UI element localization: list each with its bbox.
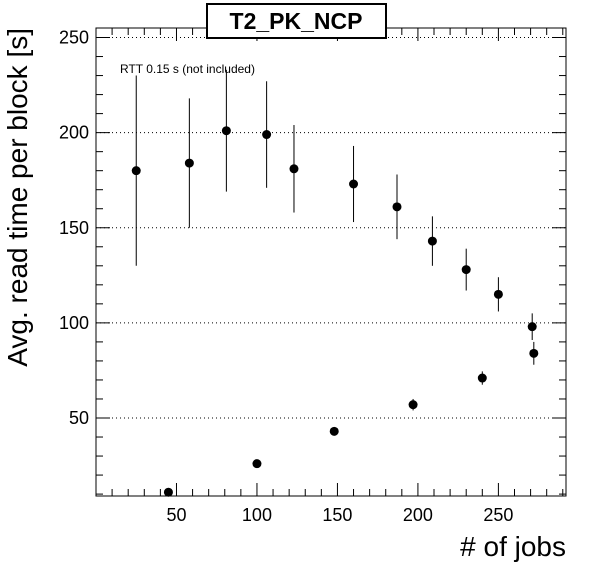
data-point <box>262 81 272 188</box>
data-point <box>493 277 503 312</box>
y-tick-label: 200 <box>59 123 89 143</box>
point-marker <box>427 236 437 246</box>
point-marker <box>163 487 173 497</box>
data-point <box>461 248 471 291</box>
annotation-text: RTT 0.15 s (not included) <box>120 62 255 76</box>
point-marker <box>184 158 194 168</box>
data-point <box>329 426 339 436</box>
point-marker <box>262 130 272 140</box>
data-point <box>529 341 539 365</box>
point-marker <box>252 459 262 469</box>
chart-title: T2_PK_NCP <box>230 8 363 34</box>
x-tick-labels: 50 100 150 200 250 <box>166 505 513 525</box>
x-tick-label: 250 <box>483 505 513 525</box>
data-point <box>184 98 194 228</box>
data-point <box>289 125 299 213</box>
y-tick-label: 150 <box>59 218 89 238</box>
point-marker <box>329 426 339 436</box>
point-marker <box>408 400 418 410</box>
data-point <box>392 174 402 240</box>
data-point <box>349 145 359 223</box>
point-marker <box>392 202 402 212</box>
x-tick-label: 100 <box>242 505 272 525</box>
data-point <box>477 371 487 385</box>
data-point <box>252 459 262 469</box>
y-tick-label: 100 <box>59 313 89 333</box>
point-marker <box>349 179 359 189</box>
title-box: T2_PK_NCP <box>206 3 387 39</box>
data-points <box>131 69 539 497</box>
data-point <box>408 398 418 411</box>
point-marker <box>493 289 503 299</box>
title-box-frame <box>206 3 387 39</box>
point-marker <box>131 166 141 176</box>
y-tick-labels: 50 100 150 200 250 <box>59 28 89 428</box>
point-marker <box>221 126 231 136</box>
data-point <box>427 216 437 266</box>
point-marker <box>461 265 471 275</box>
data-point <box>221 69 231 192</box>
x-tick-label: 50 <box>166 505 186 525</box>
y-tick-label: 50 <box>69 408 89 428</box>
y-tick-label: 250 <box>59 28 89 48</box>
data-point <box>163 487 173 497</box>
x-tick-label: 200 <box>403 505 433 525</box>
point-marker <box>527 322 537 332</box>
point-marker <box>289 164 299 174</box>
x-axis-title: # of jobs <box>460 531 566 562</box>
axis-ticks <box>96 28 566 496</box>
point-marker <box>477 373 487 383</box>
data-point <box>131 75 141 266</box>
y-axis-title: Avg. read time per block [s] <box>2 28 33 367</box>
x-tick-label: 150 <box>322 505 352 525</box>
data-point <box>527 313 537 340</box>
point-marker <box>529 348 539 358</box>
